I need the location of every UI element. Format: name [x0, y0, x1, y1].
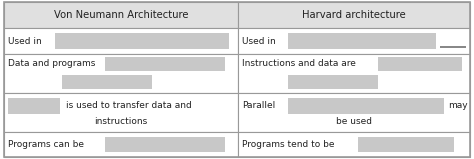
Bar	[378, 57, 462, 71]
Bar	[55, 33, 229, 49]
Text: Parallel: Parallel	[242, 101, 275, 111]
Text: is used to transfer data and: is used to transfer data and	[66, 101, 192, 111]
Bar	[238, 132, 470, 157]
Bar	[105, 57, 225, 71]
Text: Programs tend to be: Programs tend to be	[242, 140, 335, 149]
Bar	[105, 137, 225, 152]
Bar	[358, 137, 454, 152]
Bar	[238, 2, 470, 28]
Text: Used in: Used in	[242, 37, 276, 45]
Bar	[8, 98, 60, 114]
Bar	[4, 28, 238, 54]
Bar	[62, 75, 152, 89]
Bar	[288, 33, 436, 49]
Bar	[238, 93, 470, 132]
Text: Von Neumann Architecture: Von Neumann Architecture	[54, 10, 188, 20]
Text: Harvard architecture: Harvard architecture	[302, 10, 406, 20]
Text: instructions: instructions	[94, 117, 147, 125]
Text: Instructions and data are: Instructions and data are	[242, 59, 356, 69]
Bar	[288, 98, 444, 114]
Text: Used in: Used in	[8, 37, 42, 45]
Bar	[238, 28, 470, 54]
Bar	[440, 46, 466, 48]
Text: Data and programs: Data and programs	[8, 59, 95, 69]
Bar	[4, 93, 238, 132]
Text: Programs can be: Programs can be	[8, 140, 84, 149]
Bar	[4, 132, 238, 157]
Text: be used: be used	[336, 117, 372, 125]
Text: may: may	[448, 101, 468, 111]
Bar	[288, 75, 378, 89]
Bar	[238, 54, 470, 93]
Bar	[4, 54, 238, 93]
Bar	[4, 2, 238, 28]
